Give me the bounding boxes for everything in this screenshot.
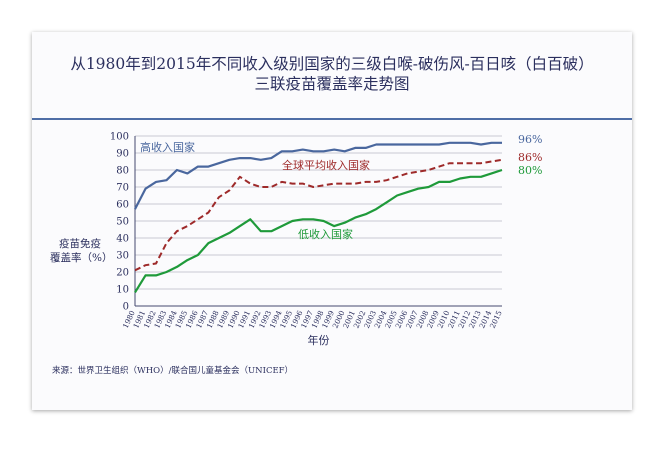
series-end-label: 86% (518, 151, 542, 164)
title-divider (32, 118, 632, 120)
chart-title: 从1980年到2015年不同收入级别国家的三级白喉-破伤风-百日咳（白百破） 三… (32, 54, 632, 94)
y-tick-label: 80 (116, 166, 129, 177)
y-tick-label: 50 (116, 217, 129, 228)
y-axis-label-line-2: 覆盖率（%） (50, 252, 113, 264)
x-axis-title: 年份 (308, 333, 330, 347)
y-tick-label: 100 (110, 132, 129, 143)
series-label: 高收入国家 (140, 140, 195, 154)
series-end-label: 96% (518, 133, 542, 146)
y-tick-label: 20 (116, 268, 129, 279)
y-axis-label-line-1: 疫苗免疫 (59, 238, 101, 250)
series-line (134, 168, 503, 293)
source-note: 来源：世界卫生组织（WHO）/联合国儿童基金会（UNICEF） (52, 366, 294, 376)
series-label: 低收入国家 (298, 227, 353, 241)
title-line-2: 三联疫苗覆盖率走势图 (254, 75, 410, 93)
y-tick-label: 10 (116, 285, 129, 296)
y-tick-label: 40 (116, 234, 129, 245)
series-end-label: 80% (518, 164, 542, 177)
series-label: 全球平均收入国家 (282, 158, 370, 172)
series-line (134, 158, 503, 272)
y-tick-label: 30 (116, 251, 129, 262)
series-line (134, 141, 502, 210)
y-tick-label: 90 (116, 149, 129, 160)
y-tick-label: 60 (116, 200, 129, 211)
y-axis-label: 疫苗免疫 覆盖率（%） (50, 237, 113, 265)
y-tick-label: 0 (123, 302, 129, 313)
title-line-1: 从1980年到2015年不同收入级别国家的三级白喉-破伤风-百日咳（白百破） (70, 55, 594, 73)
chart-card: 从1980年到2015年不同收入级别国家的三级白喉-破伤风-百日咳（白百破） 三… (32, 32, 632, 410)
y-tick-label: 70 (116, 183, 129, 194)
